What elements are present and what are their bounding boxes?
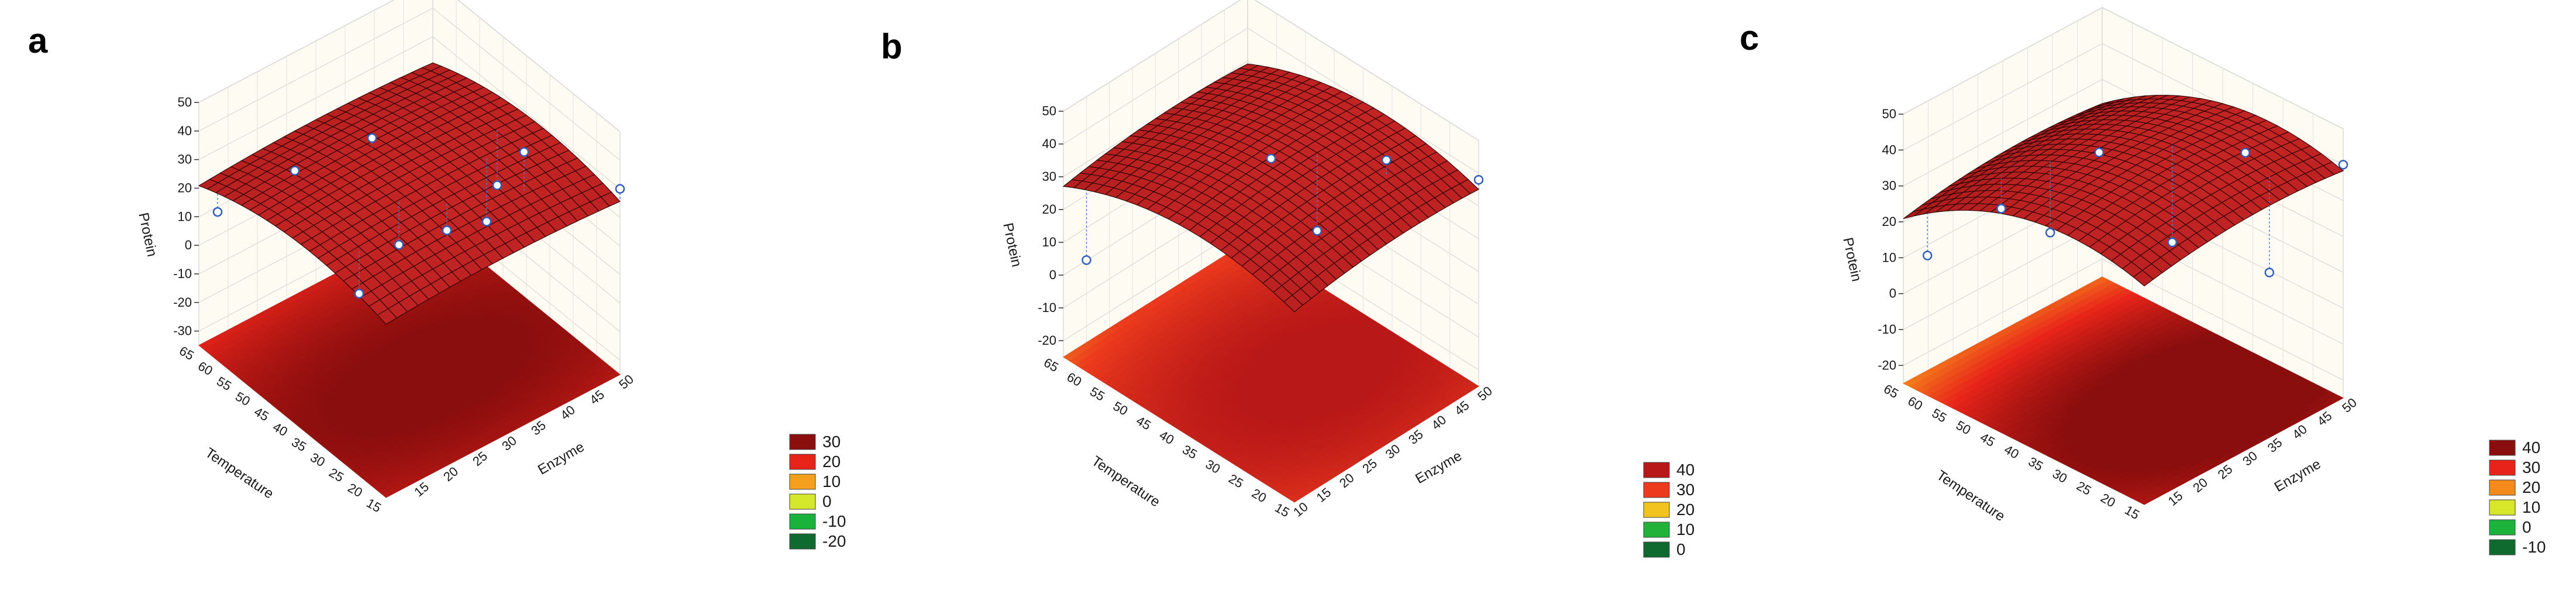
data-point — [492, 180, 502, 190]
z-tick-label: 30 — [1042, 169, 1056, 184]
z-tick-label: -10 — [173, 266, 192, 281]
legend-label: 0 — [822, 492, 832, 510]
surface-plot-c: -20-1001020304050Protein1520253035404550… — [1740, 6, 2546, 556]
legend-label: 10 — [1676, 520, 1695, 538]
surface-cell — [377, 308, 398, 325]
legend-swatch — [789, 513, 816, 530]
y-tick-label: 30 — [1203, 457, 1223, 476]
data-point — [481, 217, 492, 227]
z-tick-label: -20 — [173, 295, 192, 310]
panel-c: -20 -10 0 10 20 30 40 50 Protein 15 20 25 30 35 40 45 50… — [1717, 0, 2576, 590]
z-tick-label: 10 — [178, 209, 192, 224]
legend-swatch — [789, 493, 816, 510]
y-tick-label: 30 — [308, 450, 328, 469]
legend-label: 10 — [822, 472, 841, 490]
data-point — [615, 184, 625, 194]
y-tick-label: 15 — [364, 495, 384, 515]
data-point — [1382, 155, 1392, 165]
y-tick-label: 50 — [1111, 399, 1131, 419]
surface-plot-a: -30-20-1001020304050Protein1520253035404… — [28, 0, 846, 550]
panel-b: -20 -10 0 10 20 30 40 50 Protein 15 20 25 30 35 40 45 50… — [859, 0, 1717, 590]
y-tick-label: 55 — [214, 373, 234, 393]
panel-label: a — [28, 21, 48, 60]
y-tick-label: 65 — [1041, 355, 1061, 375]
data-point — [1312, 226, 1323, 236]
z-axis-label: Protein — [1000, 221, 1024, 268]
legend-label: 0 — [1676, 540, 1686, 558]
y-tick-label: 25 — [326, 465, 346, 485]
legend-swatch — [1643, 541, 1670, 558]
z-tick-label: 10 — [1042, 235, 1056, 249]
y-tick-label: 15 — [1272, 500, 1292, 520]
legend-label: -10 — [822, 512, 846, 530]
y-tick-label: 40 — [1157, 427, 1177, 447]
data-point — [1266, 153, 1276, 164]
data-point — [290, 166, 300, 176]
z-tick-label: 50 — [178, 95, 192, 109]
z-tick-label: 0 — [1049, 267, 1056, 282]
y-tick-label: 20 — [345, 480, 365, 500]
y-tick-label: 45 — [252, 404, 271, 424]
z-axis-label: Protein — [135, 211, 160, 258]
z-gridline — [198, 0, 621, 132]
z-tick-label: 20 — [178, 180, 192, 195]
legend-swatch — [1643, 522, 1670, 538]
legend-label: 30 — [1676, 481, 1695, 499]
legend-label: 20 — [822, 452, 841, 471]
y-tick-label: 25 — [1226, 471, 1246, 491]
legend-swatch — [1643, 502, 1670, 518]
y-tick-label: 65 — [177, 343, 197, 363]
z-tick-label: -30 — [173, 324, 192, 338]
legend-label: -20 — [822, 532, 846, 550]
y-tick-label: 45 — [1134, 413, 1153, 433]
z-tick-label: 40 — [178, 124, 192, 138]
legend-label: 20 — [1676, 500, 1695, 519]
data-point — [1082, 255, 1091, 265]
y-tick-label: 55 — [1087, 384, 1107, 404]
y-tick-label: 60 — [195, 358, 215, 378]
y-axis-label: Temperature — [1089, 453, 1163, 510]
z-tick-label: 20 — [1042, 202, 1056, 217]
y-tick-label: 20 — [1249, 486, 1269, 506]
z-tick-label: 40 — [1042, 136, 1056, 151]
legend-swatch — [789, 434, 816, 450]
y-tick-label: 40 — [270, 419, 290, 439]
data-point — [394, 240, 404, 250]
legend-label: 40 — [1676, 461, 1695, 479]
x-axis-label: Enzyme — [535, 439, 587, 478]
data-point — [442, 225, 452, 235]
z-tick-label: -10 — [1038, 300, 1056, 315]
z-gridline — [1063, 0, 1479, 141]
y-tick-label: 35 — [1180, 442, 1200, 462]
data-point — [354, 289, 364, 299]
data-point — [367, 133, 377, 143]
surface-plot-b: -20-1001020304050Protein1520253035404550… — [881, 0, 1695, 558]
data-point — [212, 207, 223, 217]
x-axis-label: Enzyme — [1413, 448, 1465, 487]
z-tick-label: 30 — [178, 152, 192, 167]
z-tick-label: 50 — [1042, 104, 1056, 118]
legend-swatch — [789, 454, 816, 470]
data-point — [1473, 174, 1484, 185]
legend-swatch — [1643, 482, 1670, 498]
panel-a: -30 -20 -10 0 10 20 30 40 50 Protein 15 20 25 30 35 40 4… — [0, 0, 859, 590]
y-axis-label: Temperature — [202, 445, 277, 502]
z-tick-label: -20 — [1038, 333, 1056, 348]
panel-label: b — [881, 27, 903, 66]
y-tick-label: 60 — [1065, 369, 1084, 389]
legend-label: 30 — [822, 433, 841, 451]
data-point — [519, 147, 529, 157]
legend-swatch — [789, 474, 816, 490]
z-tick-label: 0 — [185, 238, 192, 252]
surface-cell — [1283, 294, 1304, 313]
x-tick-label: 10 — [1290, 499, 1311, 520]
legend-swatch — [789, 533, 816, 550]
y-tick-label: 50 — [233, 389, 253, 409]
legend-swatch — [1643, 462, 1670, 478]
y-tick-label: 35 — [289, 434, 309, 454]
